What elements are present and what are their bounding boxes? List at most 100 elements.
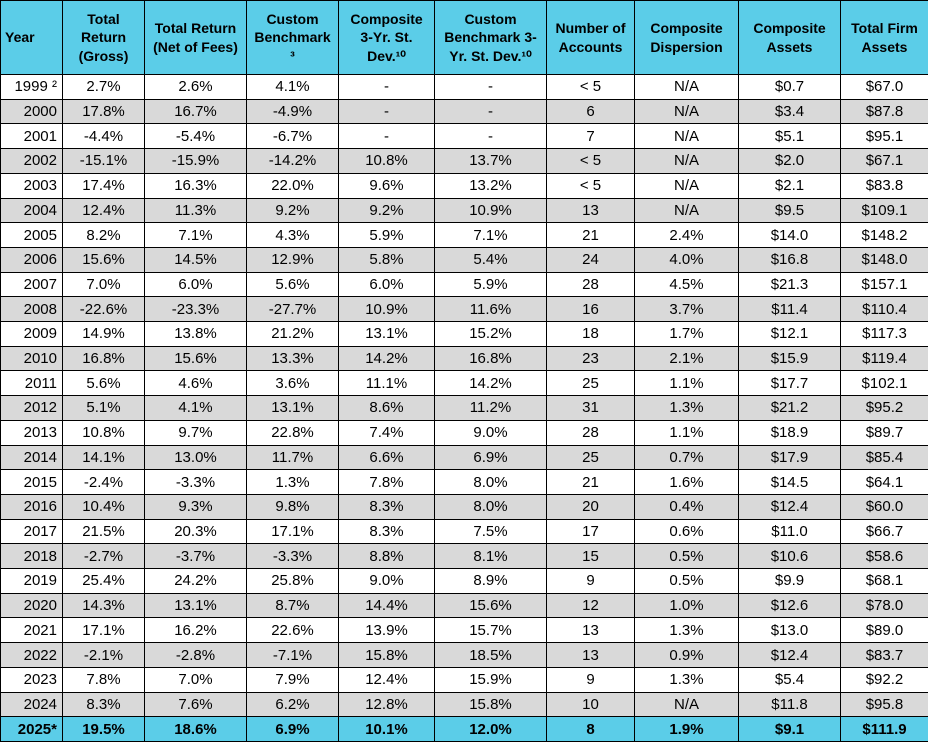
year-cell: 2023 bbox=[0, 666, 63, 693]
data-cell: $68.1 bbox=[840, 568, 928, 594]
table-row: 2011 5.6% 4.6% 3.6% 11.1% 14.2% 25 1.1% $17.7 $10… bbox=[0, 370, 928, 397]
year-cell: 2014 bbox=[0, 444, 63, 471]
table-row: 1999 ² 2.7% 2.6% 4.1% - - < 5 N/A $0.7 $67.0 bbox=[0, 74, 928, 100]
year-cell: 2015 bbox=[0, 469, 63, 495]
data-cell: 7.6% bbox=[144, 691, 247, 718]
data-cell: 11.1% bbox=[338, 370, 435, 397]
data-cell: -15.9% bbox=[144, 148, 247, 174]
data-cell: 6.0% bbox=[338, 271, 435, 298]
data-cell: 0.5% bbox=[634, 543, 739, 570]
data-cell: $0.7 bbox=[738, 74, 841, 100]
data-cell: -4.9% bbox=[246, 98, 339, 125]
data-cell: $12.6 bbox=[738, 592, 841, 619]
year-cell: 2002 bbox=[0, 148, 63, 174]
data-cell: 21.5% bbox=[62, 518, 145, 545]
table-row: 2003 17.4% 16.3% 22.0% 9.6% 13.2% < 5 N/A $2.1 $8… bbox=[0, 172, 928, 199]
data-cell: 7 bbox=[546, 123, 635, 150]
data-cell: 9.3% bbox=[144, 493, 247, 520]
year-cell: 2020 bbox=[0, 592, 63, 619]
data-cell: 18.6% bbox=[144, 716, 247, 742]
data-cell: -5.4% bbox=[144, 123, 247, 150]
data-cell: 4.3% bbox=[246, 222, 339, 248]
table-row: 2009 14.9% 13.8% 21.2% 13.1% 15.2% 18 1.7% $12.1… bbox=[0, 321, 928, 347]
data-cell: 13.8% bbox=[144, 321, 247, 347]
data-cell: $157.1 bbox=[840, 271, 928, 298]
data-cell: 17.8% bbox=[62, 98, 145, 125]
data-cell: $14.5 bbox=[738, 469, 841, 495]
data-cell: 24 bbox=[546, 246, 635, 273]
table-row: 2017 21.5% 20.3% 17.1% 8.3% 7.5% 17 0.6% $11.0 $6… bbox=[0, 518, 928, 545]
data-cell: $87.8 bbox=[840, 98, 928, 125]
year-cell: 2016 bbox=[0, 493, 63, 520]
data-cell: 16 bbox=[546, 296, 635, 323]
data-cell: 3.6% bbox=[246, 370, 339, 397]
data-cell: 14.5% bbox=[144, 246, 247, 273]
data-cell: 5.6% bbox=[246, 271, 339, 298]
data-cell: 15.8% bbox=[338, 642, 435, 668]
data-cell: 4.1% bbox=[246, 74, 339, 100]
data-cell: 4.6% bbox=[144, 370, 247, 397]
data-cell: 21.2% bbox=[246, 321, 339, 347]
data-cell: 8.0% bbox=[434, 469, 547, 495]
table-row: 2004 12.4% 11.3% 9.2% 9.2% 10.9% 13 N/A $9.5 $109… bbox=[0, 197, 928, 224]
data-cell: $3.4 bbox=[738, 98, 841, 125]
data-cell: -23.3% bbox=[144, 296, 247, 323]
data-cell: 5.6% bbox=[62, 370, 145, 397]
table-body: 1999 ² 2.7% 2.6% 4.1% - - < 5 N/A $0.7 $67.0 2000 1… bbox=[0, 74, 928, 742]
data-cell: 14.9% bbox=[62, 321, 145, 347]
data-cell: $5.1 bbox=[738, 123, 841, 150]
data-cell: 25.8% bbox=[246, 568, 339, 594]
data-cell: 2.4% bbox=[634, 222, 739, 248]
data-cell: - bbox=[434, 123, 547, 150]
data-cell: 5.9% bbox=[338, 222, 435, 248]
data-cell: 9.7% bbox=[144, 419, 247, 446]
data-cell: 16.8% bbox=[62, 345, 145, 372]
data-cell: 8.0% bbox=[434, 493, 547, 520]
data-cell: 20.3% bbox=[144, 518, 247, 545]
data-cell: 15 bbox=[546, 543, 635, 570]
data-cell: $66.7 bbox=[840, 518, 928, 545]
data-cell: 8.7% bbox=[246, 592, 339, 619]
data-cell: 7.8% bbox=[338, 469, 435, 495]
data-cell: 11.2% bbox=[434, 395, 547, 421]
data-cell: $89.7 bbox=[840, 419, 928, 446]
data-cell: 12.0% bbox=[434, 716, 547, 742]
data-cell: $14.0 bbox=[738, 222, 841, 248]
data-cell: 10.8% bbox=[62, 419, 145, 446]
data-cell: 5.4% bbox=[434, 246, 547, 273]
data-cell: $148.2 bbox=[840, 222, 928, 248]
data-cell: $9.1 bbox=[738, 716, 841, 742]
data-cell: $148.0 bbox=[840, 246, 928, 273]
column-header: Custom Benchmark 3- Yr. St. Dev.¹⁰ bbox=[434, 0, 547, 75]
data-cell: -14.2% bbox=[246, 148, 339, 174]
table-row: 2001 -4.4% -5.4% -6.7% - -7 N/A $5.1 $95.1 bbox=[0, 123, 928, 150]
column-header-year: Year bbox=[0, 0, 63, 75]
data-cell: -22.6% bbox=[62, 296, 145, 323]
year-cell: 2000 bbox=[0, 98, 63, 125]
data-cell: 7.0% bbox=[144, 666, 247, 693]
data-cell: 16.2% bbox=[144, 617, 247, 644]
data-cell: 7.5% bbox=[434, 518, 547, 545]
data-cell: 9.2% bbox=[246, 197, 339, 224]
data-cell: - bbox=[434, 98, 547, 125]
data-cell: 15.8% bbox=[434, 691, 547, 718]
data-cell: $11.8 bbox=[738, 691, 841, 718]
year-cell: 2011 bbox=[0, 370, 63, 397]
data-cell: $15.9 bbox=[738, 345, 841, 372]
data-cell: $83.8 bbox=[840, 172, 928, 199]
data-cell: $67.0 bbox=[840, 74, 928, 100]
table-row: 2008 -22.6% -23.3% -27.7% 10.9% 11.6% 16 3.7% $1… bbox=[0, 296, 928, 323]
data-cell: 17.4% bbox=[62, 172, 145, 199]
data-cell: 0.4% bbox=[634, 493, 739, 520]
data-cell: $58.6 bbox=[840, 543, 928, 570]
year-cell: 1999 ² bbox=[0, 74, 63, 100]
data-cell: 14.2% bbox=[434, 370, 547, 397]
column-header: Total Return (Gross) bbox=[62, 0, 145, 75]
data-cell: $109.1 bbox=[840, 197, 928, 224]
data-cell: 0.9% bbox=[634, 642, 739, 668]
data-cell: 14.1% bbox=[62, 444, 145, 471]
data-cell: 17.1% bbox=[246, 518, 339, 545]
data-cell: 21 bbox=[546, 469, 635, 495]
year-cell: 2024 bbox=[0, 691, 63, 718]
data-cell: $95.8 bbox=[840, 691, 928, 718]
